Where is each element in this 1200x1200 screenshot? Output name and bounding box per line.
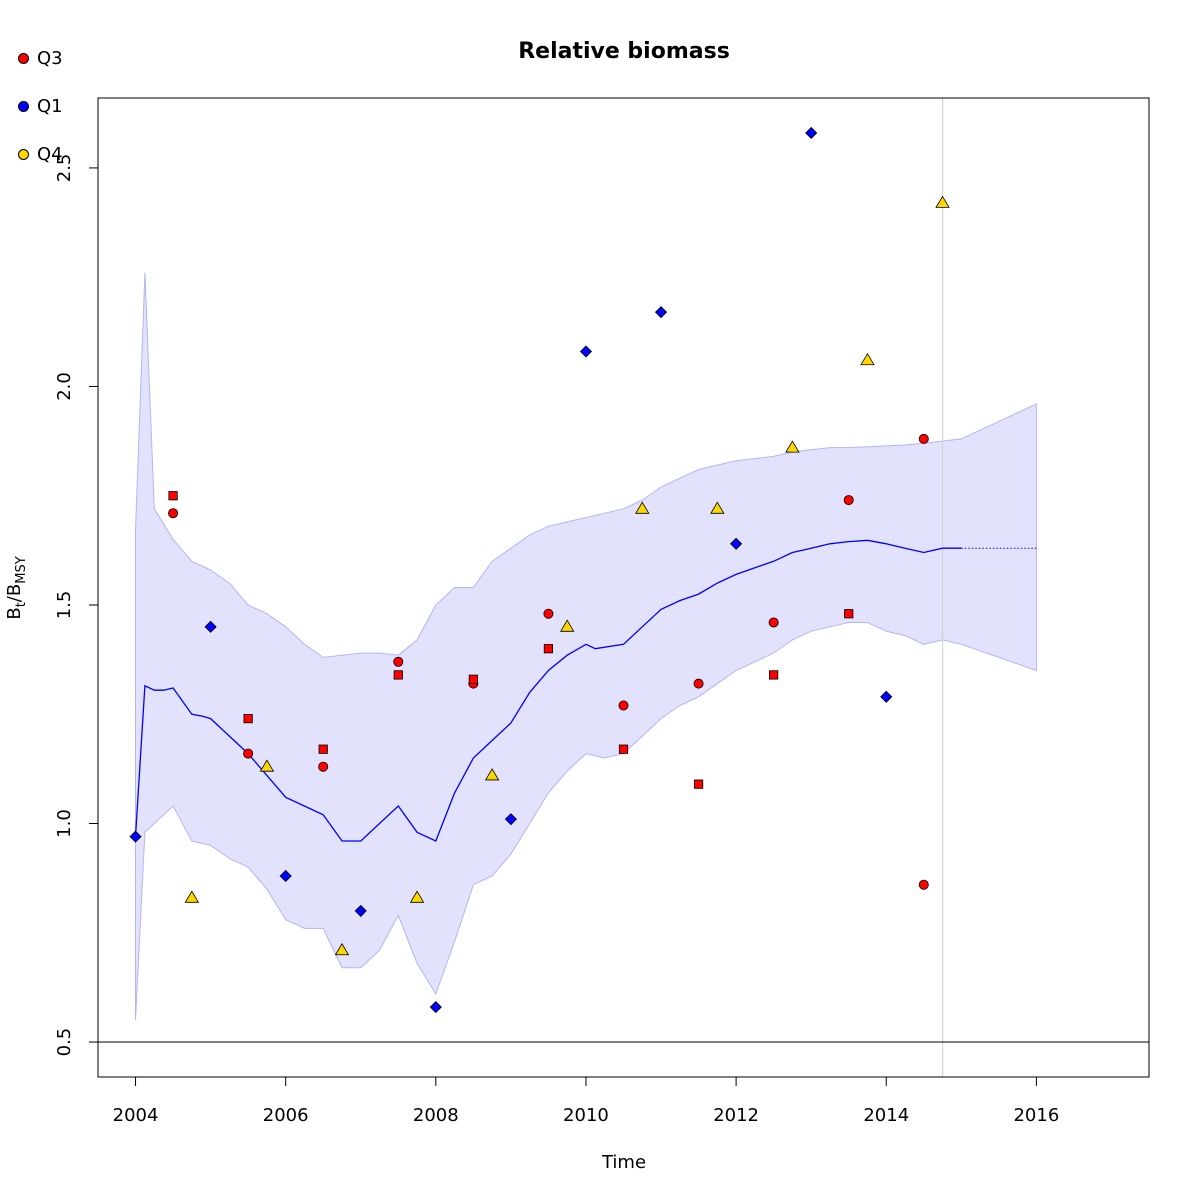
point-triangle-6 bbox=[635, 501, 650, 514]
legend-item-q1: Q1 bbox=[14, 82, 63, 130]
point-triangle-9 bbox=[860, 352, 875, 366]
point-circle-1 bbox=[243, 748, 254, 759]
point-square-7 bbox=[693, 779, 704, 789]
point-square-9 bbox=[844, 609, 854, 619]
point-diamond-3 bbox=[354, 904, 367, 917]
y-tick-label-1: 1.0 bbox=[54, 809, 75, 838]
x-tick-label-2012: 2012 bbox=[713, 1105, 759, 1126]
point-diamond-2 bbox=[279, 869, 292, 883]
point-triangle-2 bbox=[334, 942, 350, 956]
point-square-1 bbox=[243, 714, 253, 724]
point-diamond-5 bbox=[504, 813, 517, 826]
y-axis-label-sep: /B bbox=[4, 584, 25, 602]
q3-marker-icon bbox=[18, 52, 29, 64]
legend-item-q4: Q4 bbox=[14, 130, 63, 178]
point-circle-3 bbox=[393, 656, 404, 667]
point-triangle-1 bbox=[259, 759, 275, 772]
plot-area: 2004 2006 2008 2010 2012 2014 2016 0.5 1.0 1.5 2.0… bbox=[54, 97, 1150, 1126]
point-circle-11 bbox=[918, 879, 929, 890]
x-tick-label-2008: 2008 bbox=[413, 1105, 459, 1126]
legend: Q3 Q1 Q4 bbox=[14, 34, 63, 178]
legend-label-q1: Q1 bbox=[37, 95, 63, 117]
point-triangle-10 bbox=[935, 195, 950, 208]
point-circle-2 bbox=[318, 761, 329, 772]
x-tick-label-2016: 2016 bbox=[1013, 1105, 1059, 1126]
point-circle-0 bbox=[168, 508, 179, 519]
point-circle-9 bbox=[843, 495, 854, 506]
point-square-3 bbox=[393, 670, 403, 680]
x-tick-label-2004: 2004 bbox=[113, 1105, 159, 1126]
estimate-line bbox=[134, 539, 962, 842]
x-tick-label-2010: 2010 bbox=[563, 1105, 609, 1126]
point-diamond-4 bbox=[429, 1001, 442, 1014]
x-tick-label-2014: 2014 bbox=[863, 1105, 909, 1126]
point-square-4 bbox=[468, 674, 478, 684]
point-triangle-3 bbox=[409, 890, 425, 903]
point-triangle-5 bbox=[559, 619, 575, 632]
point-diamond-8 bbox=[730, 537, 743, 550]
chart-title: Relative biomass bbox=[518, 39, 730, 64]
point-circle-6 bbox=[618, 700, 629, 711]
confidence-band bbox=[135, 272, 1037, 1021]
point-triangle-0 bbox=[184, 890, 200, 903]
y-axis-label-sub1: t bbox=[14, 602, 29, 607]
y-axis-label-main: B bbox=[4, 607, 25, 619]
point-square-0 bbox=[168, 491, 178, 501]
point-square-5 bbox=[543, 644, 554, 654]
point-circle-8 bbox=[768, 617, 779, 628]
y-axis-label: Bt/BMSY bbox=[4, 556, 29, 619]
point-diamond-1 bbox=[204, 620, 217, 633]
y-axis-label-sub2: MSY bbox=[14, 556, 29, 583]
legend-label-q4: Q4 bbox=[37, 143, 63, 165]
y-tick-label-1.5: 1.5 bbox=[54, 591, 75, 620]
point-square-8 bbox=[769, 670, 779, 680]
q1-marker-icon bbox=[18, 100, 29, 112]
point-square-2 bbox=[318, 744, 328, 754]
point-diamond-9 bbox=[805, 126, 818, 140]
point-diamond-10 bbox=[880, 690, 893, 703]
x-axis-label: Time bbox=[601, 1152, 646, 1173]
point-diamond-7 bbox=[654, 306, 668, 319]
y-tick-label-0.5: 0.5 bbox=[54, 1028, 75, 1057]
point-triangle-7 bbox=[710, 501, 725, 514]
q4-marker-icon bbox=[18, 148, 29, 160]
point-diamond-6 bbox=[579, 345, 593, 358]
point-circle-5 bbox=[543, 608, 554, 619]
point-triangle-4 bbox=[484, 768, 500, 781]
point-circle-10 bbox=[918, 433, 929, 444]
point-square-6 bbox=[618, 744, 629, 754]
x-tick-label-2006: 2006 bbox=[263, 1105, 309, 1126]
point-diamond-0 bbox=[129, 830, 142, 843]
point-triangle-8 bbox=[785, 440, 800, 453]
legend-item-q3: Q3 bbox=[14, 34, 63, 82]
y-tick-label-2.5: 2.5 bbox=[54, 154, 75, 183]
y-tick-label-2: 2.0 bbox=[54, 372, 75, 401]
legend-label-q3: Q3 bbox=[37, 47, 63, 69]
point-circle-7 bbox=[693, 678, 704, 689]
